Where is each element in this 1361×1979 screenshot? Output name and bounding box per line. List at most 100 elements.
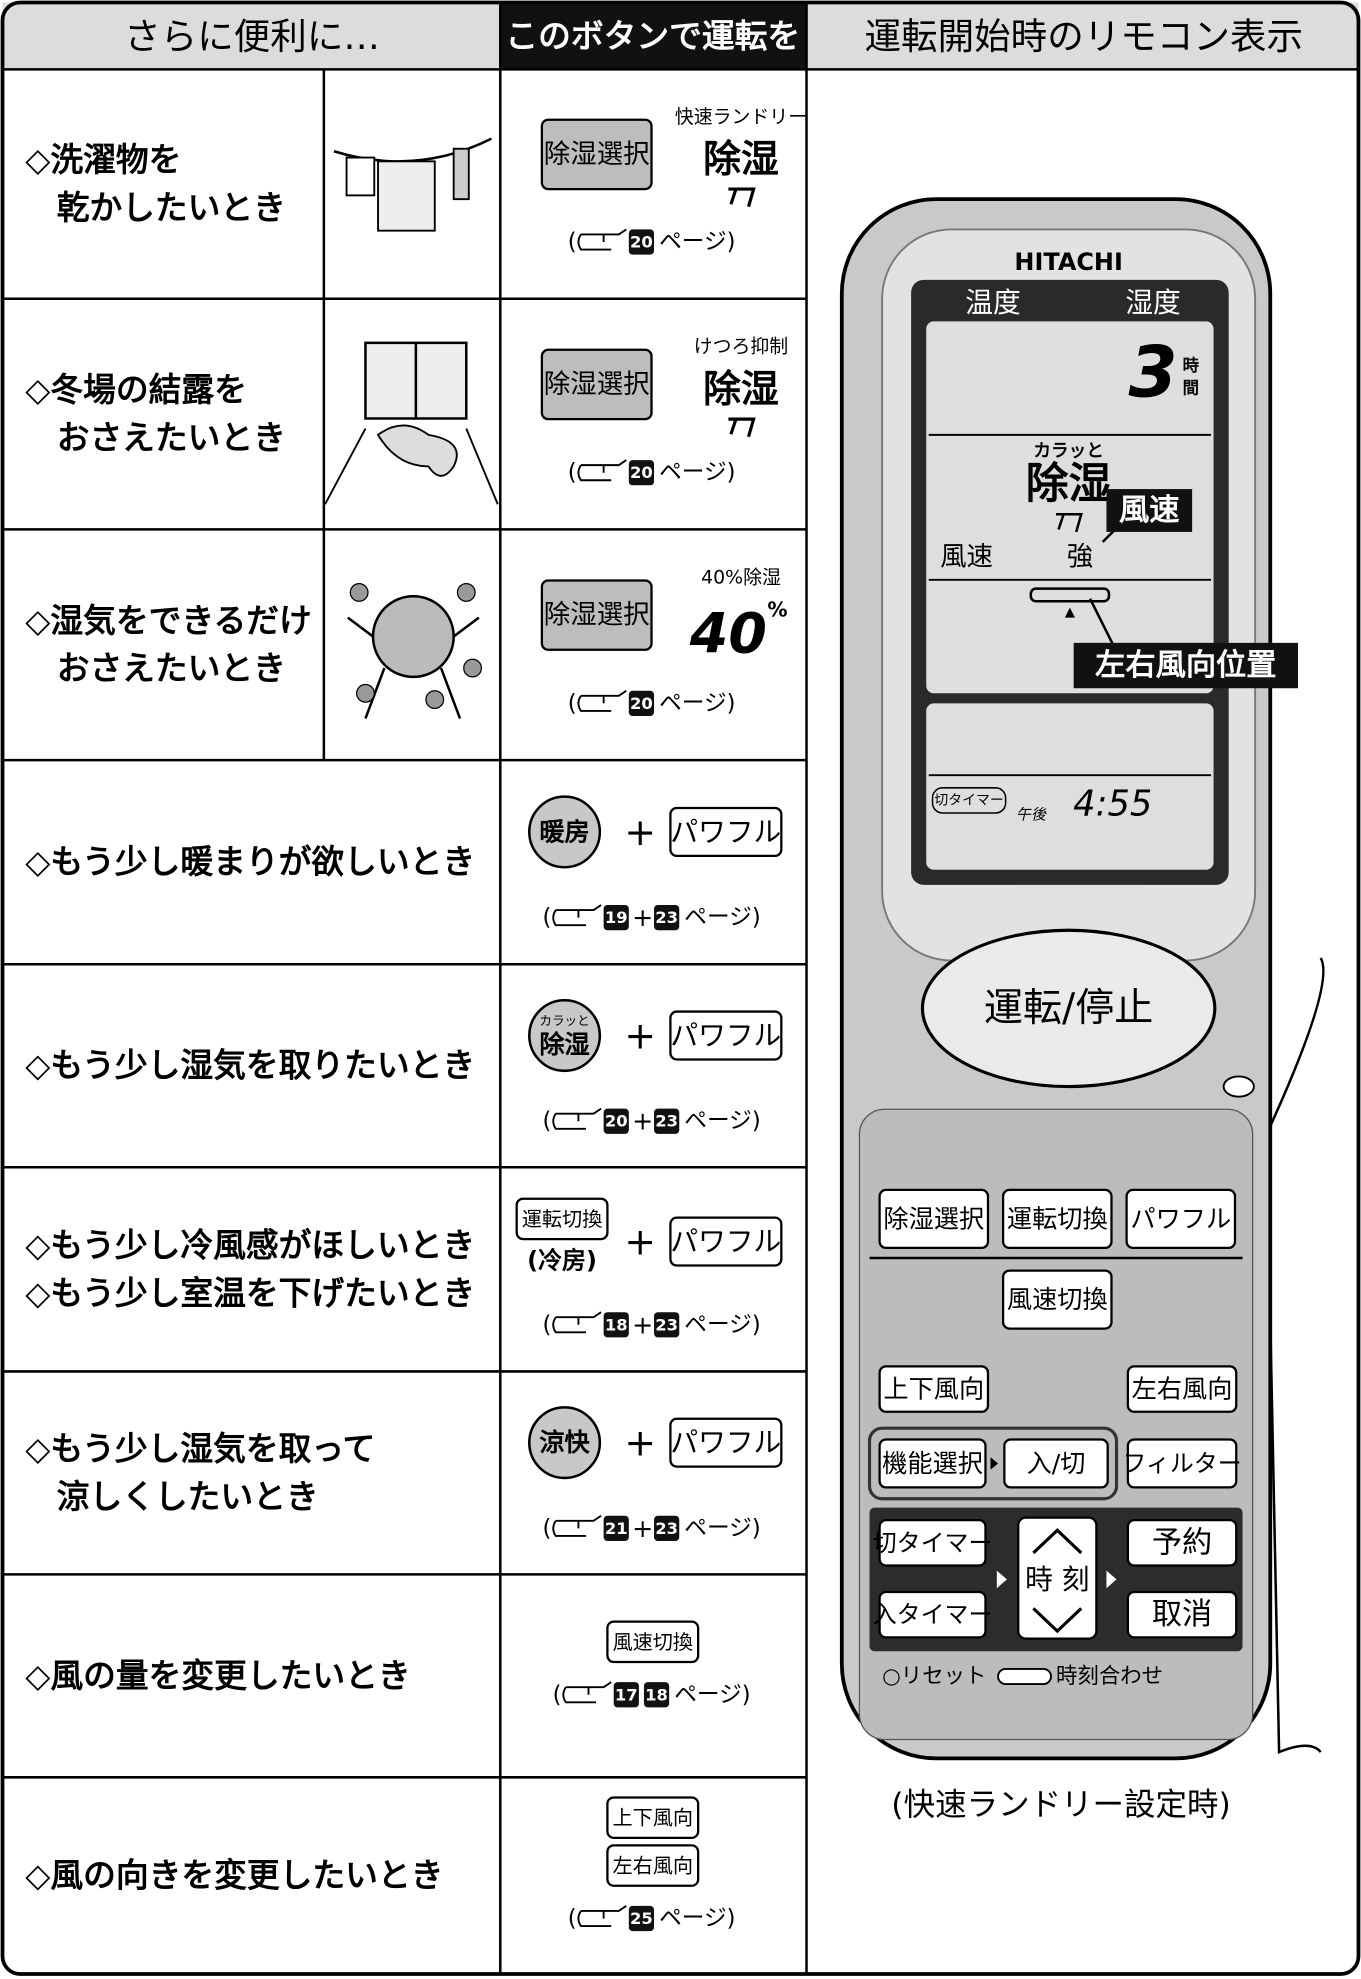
- button: パワフル: [670, 815, 781, 848]
- remote-button-frame: [1125, 1188, 1237, 1250]
- page-badge: [613, 1682, 639, 1708]
- spore: [456, 582, 476, 602]
- lcd-main: [926, 321, 1214, 694]
- plus: +: [624, 810, 656, 854]
- button-frame: [515, 1197, 609, 1241]
- page-badge: [628, 1905, 655, 1932]
- lcd-timer: 切タイマー: [934, 792, 1003, 808]
- lcd-hours: 3: [1129, 330, 1178, 413]
- pointing-hand: [552, 1107, 602, 1130]
- callout: [1106, 489, 1193, 532]
- remote-button: 風速切換: [1007, 1285, 1108, 1314]
- lcd-fan-level: 強: [1067, 542, 1093, 573]
- lcd-ampm: 午後: [1016, 805, 1047, 823]
- button: 除湿選択: [544, 369, 650, 400]
- mold-creature: [371, 594, 455, 679]
- clock-arrows: [1032, 1528, 1083, 1634]
- shirt: [377, 160, 436, 232]
- remote-button-frame: [1126, 1519, 1238, 1567]
- button: 除湿選択: [544, 139, 650, 170]
- page-number: 19: [605, 908, 628, 927]
- situation: ◇風の向きを変更したいとき: [25, 1857, 443, 1895]
- lcd-mode-icon: [1056, 513, 1083, 533]
- ref-open: (: [542, 1515, 551, 1541]
- remote-lid: [1265, 957, 1325, 1754]
- header-cell: このボタンで運転を: [505, 18, 800, 56]
- situation: ◇風の量を変更したいとき: [25, 1657, 410, 1695]
- button-frame: [606, 1796, 700, 1839]
- arrow: [990, 1457, 999, 1470]
- page-number: 20: [630, 463, 653, 482]
- power-button-label: 運転/停止: [984, 986, 1153, 1031]
- page-number: 25: [630, 1909, 653, 1928]
- lcd-timer-frame: [931, 787, 1007, 814]
- remote-button-frame: [1001, 1269, 1113, 1330]
- situation: ◇もう少し冷風感がほしいとき: [25, 1226, 475, 1264]
- caption: (快速ランドリー設定時): [891, 1787, 1231, 1823]
- mode-label: 除湿: [703, 367, 779, 411]
- remote-button: 予約: [1152, 1525, 1212, 1560]
- function-group: [867, 1426, 1119, 1501]
- button: 運転切換: [522, 1207, 603, 1231]
- page-badge: [603, 1108, 629, 1134]
- ref-open: (: [568, 1905, 577, 1931]
- ref-close: ページ): [684, 1312, 760, 1338]
- ref-open: (: [568, 460, 577, 486]
- mode-unit: %: [767, 597, 787, 621]
- remote-button-frame: [878, 1438, 987, 1489]
- pointing-hand: [552, 904, 602, 927]
- button-frame: [540, 579, 653, 651]
- callout: 風速: [1119, 493, 1179, 528]
- round-button: [528, 998, 602, 1073]
- remote-button: 除湿選択: [883, 1204, 984, 1233]
- plus: +: [624, 1220, 656, 1264]
- floor: [324, 428, 499, 505]
- situation: 乾かしたいとき: [57, 189, 286, 227]
- remote-button-frame: [878, 1365, 990, 1413]
- page-badge: [628, 229, 655, 255]
- situation: 涼しくしたいとき: [57, 1478, 319, 1516]
- button: 除湿選択: [544, 600, 650, 631]
- page-badge: [654, 1108, 680, 1134]
- pointing-hand: [577, 459, 627, 482]
- page-badge: [654, 905, 680, 931]
- situation: ◇もう少し湿気を取って: [25, 1430, 375, 1468]
- ref-open: (: [542, 1312, 551, 1338]
- button-frame: [540, 348, 653, 421]
- mode-label: 40: [689, 603, 767, 667]
- button-frame: [606, 1620, 700, 1664]
- screen-label: 温度: [965, 286, 1020, 319]
- button: 左右風向: [612, 1854, 693, 1878]
- button: パワフル: [670, 1019, 781, 1052]
- button: 上下風向: [612, 1806, 693, 1830]
- plus: +: [624, 1014, 656, 1058]
- remote-button: パワフル: [1130, 1204, 1231, 1233]
- situation: ◇洗濯物を: [25, 141, 181, 179]
- lcd-sub: [926, 703, 1214, 870]
- remote-button-frame: [1126, 1438, 1238, 1489]
- round-button: [528, 1406, 602, 1480]
- pointing-hand: [577, 689, 627, 712]
- round-button: 除湿: [539, 1030, 589, 1059]
- spore: [356, 683, 375, 703]
- header-cell: 運転開始時のリモコン表示: [864, 15, 1303, 58]
- ref-joiner: +: [632, 1514, 653, 1543]
- round-button: [528, 795, 602, 869]
- lcd-louver: [1029, 587, 1111, 603]
- situation: おさえたいとき: [57, 650, 286, 688]
- button-frame: [669, 806, 783, 858]
- reset-slot: [997, 1667, 1052, 1685]
- remote-button: 上下風向: [883, 1375, 984, 1404]
- header-dark: [500, 2, 807, 70]
- spore: [349, 582, 369, 602]
- remote-button: 入タイマー: [873, 1601, 993, 1629]
- ref-close: ページ): [684, 905, 760, 931]
- mode-caption: 快速ランドリー: [675, 106, 807, 128]
- mode-icon: [728, 417, 756, 438]
- page-number: 23: [655, 1315, 678, 1334]
- page-number: 20: [630, 233, 653, 252]
- ref-joiner: +: [632, 1107, 653, 1136]
- ref-close: ページ): [659, 460, 735, 486]
